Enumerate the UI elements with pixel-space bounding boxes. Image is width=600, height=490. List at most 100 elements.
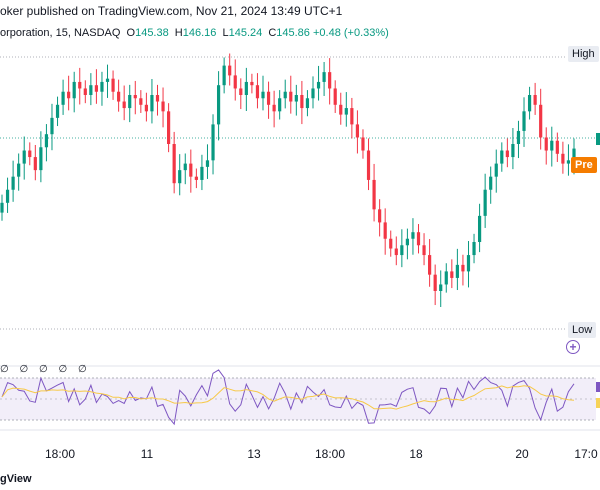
candle-body (383, 222, 387, 239)
low-price-label: Low (568, 322, 597, 338)
candle-body (183, 163, 187, 171)
candle-body (17, 163, 21, 177)
candle-body (439, 284, 443, 291)
candle-body (350, 108, 354, 125)
candle-body (94, 85, 99, 92)
candle-body (150, 95, 154, 112)
candle-body (328, 72, 332, 89)
candle-body (83, 88, 87, 95)
candle-body (355, 124, 360, 138)
rsi-ma-line (1, 385, 575, 410)
candle-body (550, 140, 554, 151)
candle-body (117, 91, 121, 102)
candle-body (255, 85, 260, 99)
x-tick-label: 18:00 (44, 447, 76, 461)
candle-body (472, 242, 476, 256)
candle-body (411, 232, 415, 239)
x-tick-label: 13 (247, 447, 261, 461)
candle-body (250, 81, 254, 86)
candle-body (189, 163, 193, 177)
plus-circle-icon[interactable]: + (566, 340, 580, 354)
candle-body (466, 255, 471, 272)
x-tick-label: 18 (409, 447, 423, 461)
candle-body (533, 95, 537, 105)
candle-body (289, 91, 293, 102)
candle-body (305, 98, 310, 109)
rsi-ma-value-tag (596, 398, 600, 408)
tradingview-brand: gView (0, 473, 32, 485)
candle-body (211, 124, 215, 161)
candle-body (0, 202, 4, 213)
candle-body (311, 88, 315, 99)
candle-body (378, 209, 382, 223)
candle-body (561, 153, 565, 164)
candle-body (228, 65, 232, 76)
x-tick-label: 20 (515, 447, 529, 461)
candle-body (278, 98, 282, 112)
x-tick-label: 11 (140, 447, 154, 461)
brand-text: gView (0, 473, 32, 485)
candle-body (544, 137, 548, 151)
candle-body (239, 88, 243, 95)
candle-body (233, 75, 237, 89)
candle-body (78, 81, 82, 89)
close-label: C (268, 27, 277, 39)
candle-body (122, 101, 126, 109)
symbol-name: orporation, 15, NASDAQ (0, 27, 121, 39)
candle-body (283, 91, 287, 99)
candle-body (566, 160, 571, 164)
candle-body (33, 157, 37, 171)
candle-body (516, 130, 521, 144)
candle-body (522, 111, 526, 131)
open-value: 145.38 (135, 27, 169, 39)
x-tick-label: 18:00 (314, 447, 346, 461)
published-info: oker published on TradingView.com, Nov 2… (0, 4, 343, 18)
candle-body (494, 163, 498, 177)
high-price-label: High (568, 46, 599, 62)
high-label: H (174, 27, 183, 39)
candle-body (155, 95, 160, 102)
candle-body (316, 81, 321, 89)
candle-body (128, 95, 132, 109)
candle-body (455, 264, 459, 278)
candle-body (144, 104, 148, 112)
high-value: 146.16 (182, 27, 217, 39)
candle-body (72, 81, 76, 99)
candle-body (539, 104, 543, 138)
candle-body (500, 150, 504, 164)
rsi-line (1, 369, 575, 426)
candle-body (505, 150, 509, 158)
rsi-value-tag (596, 382, 600, 392)
candle-body (511, 144, 515, 158)
candle-body (111, 78, 115, 92)
candle-body (133, 95, 137, 99)
candle-body (405, 238, 409, 246)
candle-body (477, 215, 482, 242)
candle-body (244, 81, 248, 95)
candle-body (22, 150, 26, 164)
candle-body (400, 245, 404, 256)
candle-body (139, 98, 143, 105)
candle-body (216, 85, 221, 125)
candle-body (161, 101, 165, 112)
ohlc-legend: orporation, 15, NASDAQ O145.38 H146.16 L… (0, 27, 389, 39)
candle-body (172, 144, 176, 184)
premarket-label: Pre (571, 157, 597, 173)
candle-body (372, 179, 376, 210)
change-value: +0.48 (+0.33%) (312, 27, 389, 39)
candle-body (167, 111, 171, 144)
candle-body (100, 81, 104, 92)
candle-body (105, 78, 110, 82)
candle-body (89, 85, 93, 95)
candle-body (333, 88, 337, 105)
candle-body (394, 248, 398, 256)
candle-body (272, 104, 276, 112)
candle-body (205, 160, 210, 167)
candle-body (44, 134, 49, 148)
candle-body (61, 91, 65, 105)
candle-body (261, 91, 265, 99)
candle-body (200, 166, 204, 180)
candle-body (361, 137, 365, 151)
open-label: O (126, 27, 136, 39)
